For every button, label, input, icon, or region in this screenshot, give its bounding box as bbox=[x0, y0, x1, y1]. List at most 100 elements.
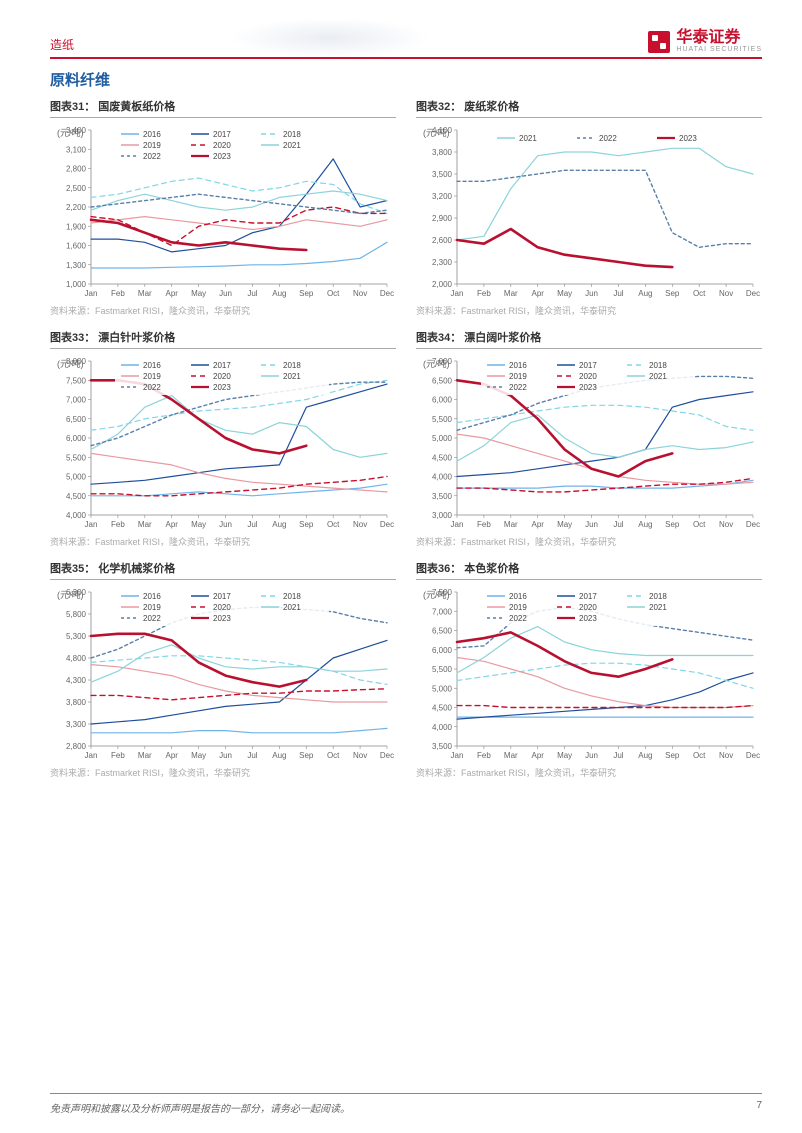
svg-text:Apr: Apr bbox=[532, 751, 545, 760]
svg-text:2017: 2017 bbox=[579, 592, 597, 601]
svg-text:Jan: Jan bbox=[85, 289, 98, 298]
svg-text:Mar: Mar bbox=[138, 751, 152, 760]
svg-text:Apr: Apr bbox=[532, 289, 545, 298]
chart-34: 图表34： 漂白阔叶浆价格 3,0003,5004,0004,5005,0005,… bbox=[416, 329, 762, 556]
svg-text:3,500: 3,500 bbox=[432, 170, 453, 179]
svg-text:Feb: Feb bbox=[477, 289, 491, 298]
svg-text:2019: 2019 bbox=[509, 372, 527, 381]
svg-text:Nov: Nov bbox=[353, 520, 367, 529]
svg-text:2019: 2019 bbox=[143, 603, 161, 612]
svg-text:2022: 2022 bbox=[143, 152, 161, 161]
svg-text:May: May bbox=[191, 289, 206, 298]
svg-text:3,800: 3,800 bbox=[66, 698, 87, 707]
svg-text:Jun: Jun bbox=[219, 520, 232, 529]
svg-text:2017: 2017 bbox=[579, 361, 597, 370]
svg-text:Mar: Mar bbox=[504, 520, 518, 529]
svg-text:5,800: 5,800 bbox=[66, 610, 87, 619]
svg-text:Jul: Jul bbox=[247, 751, 257, 760]
svg-text:Dec: Dec bbox=[380, 289, 394, 298]
svg-text:2019: 2019 bbox=[143, 141, 161, 150]
logo-block: 华泰证券 HUATAI SECURITIES bbox=[648, 30, 762, 53]
footer-disclaimer: 免责声明和披露以及分析师声明是报告的一部分，请务必一起阅读。 bbox=[50, 1100, 350, 1115]
svg-text:Jan: Jan bbox=[451, 289, 464, 298]
svg-text:2020: 2020 bbox=[213, 372, 231, 381]
svg-text:Aug: Aug bbox=[638, 520, 652, 529]
svg-text:May: May bbox=[557, 289, 572, 298]
chart-area: 3,5004,0004,5005,0005,5006,0006,5007,000… bbox=[416, 584, 762, 764]
svg-text:Apr: Apr bbox=[166, 751, 179, 760]
svg-text:Jan: Jan bbox=[451, 751, 464, 760]
svg-text:Aug: Aug bbox=[272, 289, 286, 298]
svg-text:6,500: 6,500 bbox=[432, 627, 453, 636]
svg-text:Feb: Feb bbox=[477, 751, 491, 760]
svg-text:Oct: Oct bbox=[693, 751, 706, 760]
chart-source: 资料来源：Fastmarket RISI，隆众资讯，华泰研究 bbox=[416, 766, 762, 779]
svg-text:1,000: 1,000 bbox=[66, 280, 87, 289]
page-header: 造纸 华泰证券 HUATAI SECURITIES bbox=[50, 30, 762, 59]
svg-text:2017: 2017 bbox=[213, 361, 231, 370]
svg-text:Dec: Dec bbox=[380, 751, 394, 760]
svg-text:4,000: 4,000 bbox=[66, 511, 87, 520]
svg-text:Jun: Jun bbox=[585, 751, 598, 760]
svg-text:2022: 2022 bbox=[509, 383, 527, 392]
chart-area: 4,0004,5005,0005,5006,0006,5007,0007,500… bbox=[50, 353, 396, 533]
svg-text:2,800: 2,800 bbox=[66, 165, 87, 174]
svg-text:May: May bbox=[557, 520, 572, 529]
svg-text:5,000: 5,000 bbox=[432, 434, 453, 443]
chart-title: 图表34： 漂白阔叶浆价格 bbox=[416, 329, 762, 349]
chart-source: 资料来源：Fastmarket RISI，隆众资讯，华泰研究 bbox=[50, 535, 396, 548]
svg-text:Oct: Oct bbox=[693, 289, 706, 298]
svg-text:2,600: 2,600 bbox=[432, 236, 453, 245]
svg-text:3,100: 3,100 bbox=[66, 145, 87, 154]
svg-text:Apr: Apr bbox=[166, 520, 179, 529]
section-title: 原料纤维 bbox=[50, 69, 762, 90]
svg-text:Dec: Dec bbox=[380, 520, 394, 529]
svg-text:(元/吨): (元/吨) bbox=[423, 589, 450, 600]
svg-text:2021: 2021 bbox=[283, 603, 301, 612]
header-decoration bbox=[230, 18, 430, 58]
svg-text:Aug: Aug bbox=[638, 289, 652, 298]
svg-text:6,500: 6,500 bbox=[432, 376, 453, 385]
chart-title: 图表33： 漂白针叶浆价格 bbox=[50, 329, 396, 349]
svg-text:Apr: Apr bbox=[166, 289, 179, 298]
svg-text:Jul: Jul bbox=[247, 520, 257, 529]
svg-text:Dec: Dec bbox=[746, 520, 760, 529]
svg-text:7,000: 7,000 bbox=[432, 607, 453, 616]
svg-text:2018: 2018 bbox=[283, 361, 301, 370]
svg-text:Sep: Sep bbox=[665, 751, 680, 760]
chart-area: 3,0003,5004,0004,5005,0005,5006,0006,500… bbox=[416, 353, 762, 533]
svg-text:5,500: 5,500 bbox=[66, 453, 87, 462]
chart-area: 2,8003,3003,8004,3004,8005,3005,8006,300… bbox=[50, 584, 396, 764]
svg-text:Dec: Dec bbox=[746, 751, 760, 760]
logo-text: 华泰证券 bbox=[676, 30, 762, 46]
svg-text:5,000: 5,000 bbox=[66, 473, 87, 482]
svg-text:6,000: 6,000 bbox=[432, 646, 453, 655]
svg-text:3,500: 3,500 bbox=[432, 492, 453, 501]
chart-source: 资料来源：Fastmarket RISI，隆众资讯，华泰研究 bbox=[416, 304, 762, 317]
svg-text:Jun: Jun bbox=[219, 289, 232, 298]
svg-text:2,000: 2,000 bbox=[432, 280, 453, 289]
svg-text:Aug: Aug bbox=[638, 751, 652, 760]
svg-text:2,200: 2,200 bbox=[66, 203, 87, 212]
svg-text:2021: 2021 bbox=[283, 372, 301, 381]
svg-text:Nov: Nov bbox=[353, 289, 367, 298]
svg-text:Nov: Nov bbox=[719, 751, 733, 760]
svg-text:6,000: 6,000 bbox=[66, 434, 87, 443]
svg-text:Jul: Jul bbox=[247, 289, 257, 298]
svg-text:2022: 2022 bbox=[599, 134, 617, 143]
chart-title: 图表35： 化学机械浆价格 bbox=[50, 560, 396, 580]
svg-text:Apr: Apr bbox=[532, 520, 545, 529]
chart-title: 图表36： 本色浆价格 bbox=[416, 560, 762, 580]
svg-text:6,500: 6,500 bbox=[66, 415, 87, 424]
svg-text:2022: 2022 bbox=[143, 614, 161, 623]
svg-text:Oct: Oct bbox=[327, 751, 340, 760]
svg-text:Jun: Jun bbox=[219, 751, 232, 760]
footer-page-number: 7 bbox=[756, 1100, 762, 1115]
svg-text:2018: 2018 bbox=[283, 130, 301, 139]
svg-text:5,300: 5,300 bbox=[66, 632, 87, 641]
svg-text:Sep: Sep bbox=[299, 520, 314, 529]
svg-text:Jul: Jul bbox=[613, 289, 623, 298]
svg-text:2,900: 2,900 bbox=[432, 214, 453, 223]
svg-text:Jul: Jul bbox=[613, 520, 623, 529]
svg-text:2016: 2016 bbox=[143, 130, 161, 139]
